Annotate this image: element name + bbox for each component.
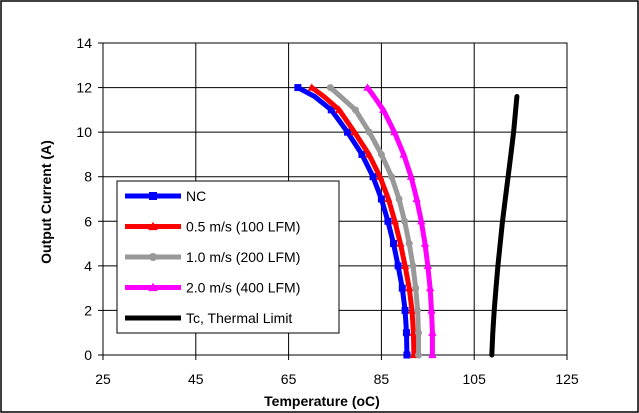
y-tick-label: 14 [76, 35, 92, 51]
data-point [405, 240, 413, 248]
y-tick-label: 2 [84, 302, 92, 318]
data-point [327, 106, 335, 114]
data-point [428, 350, 437, 359]
series-3 [363, 83, 437, 359]
data-point [396, 239, 405, 247]
data-point [406, 172, 416, 180]
data-point [415, 329, 423, 337]
plot-area [102, 42, 568, 356]
x-tick-label: 85 [374, 371, 390, 387]
legend-label: 0.5 m/s (100 LFM) [186, 219, 300, 235]
data-point [412, 194, 421, 203]
x-tick-label: 45 [188, 371, 204, 387]
data-point [334, 105, 344, 114]
legend: NC 0.5 m/s (100 LFM) 1.0 m/s (200 LFM) 2.0 … [116, 180, 340, 334]
data-point [384, 217, 392, 225]
y-tick-label: 4 [84, 258, 92, 274]
data-point [427, 306, 436, 314]
series-line [295, 85, 410, 358]
data-point [405, 283, 414, 292]
series-1 [307, 83, 419, 359]
data-point [398, 284, 406, 292]
data-point [415, 351, 423, 359]
data-point [363, 83, 372, 91]
legend-item: Tc, Thermal Limit [125, 310, 292, 326]
data-point [401, 217, 409, 225]
data-point [399, 150, 408, 158]
series-2 [326, 84, 423, 359]
x-tick-label: 105 [463, 371, 487, 387]
data-point [379, 105, 388, 114]
data-point [350, 127, 359, 136]
y-axis-ticks: 0 2 4 6 8 10 12 14 [76, 35, 103, 363]
data-point [395, 195, 403, 203]
data-point [388, 173, 396, 181]
series-4 [489, 94, 520, 358]
x-axis-title: Temperature (oC) [264, 393, 380, 409]
data-point [403, 351, 411, 359]
legend-label: Tc, Thermal Limit [186, 310, 292, 326]
data-point [409, 262, 417, 270]
series-line [309, 85, 417, 358]
data-point [389, 240, 397, 248]
data-point [326, 84, 334, 92]
data-point [384, 194, 393, 203]
data-point [417, 217, 426, 225]
data-point [428, 328, 437, 336]
data-point [148, 282, 158, 292]
legend-item: 1.0 m/s (200 LFM) [125, 249, 300, 265]
x-axis-ticks: 25 45 65 85 105 125 [95, 355, 579, 387]
data-point [414, 306, 422, 314]
data-point [400, 261, 410, 270]
data-point [344, 128, 352, 136]
data-point [307, 83, 316, 91]
x-tick-label: 125 [555, 371, 579, 387]
data-point [351, 106, 359, 114]
data-point [149, 192, 157, 200]
data-point [402, 329, 410, 337]
data-point [375, 172, 385, 180]
series-layer [294, 83, 520, 359]
data-point [365, 128, 373, 136]
data-point [148, 221, 158, 231]
y-axis-title: Output Current (A) [38, 140, 54, 264]
legend-label: 2.0 m/s (400 LFM) [186, 280, 300, 296]
series-line [327, 85, 421, 358]
series-0 [294, 84, 411, 359]
legend-label: 1.0 m/s (200 LFM) [186, 249, 300, 265]
legend-item: 0.5 m/s (100 LFM) [125, 219, 300, 235]
x-tick-label: 65 [281, 371, 297, 387]
y-tick-label: 0 [84, 347, 92, 363]
legend-item: NC [125, 188, 206, 204]
data-point [364, 150, 374, 158]
data-point [401, 306, 409, 314]
data-point [390, 217, 400, 225]
data-point [149, 253, 157, 261]
data-point [412, 284, 420, 292]
data-point [423, 261, 432, 270]
data-point [294, 84, 302, 92]
data-point [420, 239, 430, 247]
data-point [390, 127, 399, 136]
data-point [394, 262, 402, 270]
data-point [425, 283, 435, 292]
data-point [377, 195, 385, 203]
y-tick-label: 6 [84, 213, 92, 229]
data-point [358, 150, 366, 158]
data-point [369, 173, 377, 181]
y-tick-label: 10 [76, 124, 92, 140]
legend-item: 2.0 m/s (400 LFM) [125, 280, 300, 296]
data-point [377, 150, 385, 158]
legend-label: NC [186, 188, 206, 204]
y-tick-label: 8 [84, 169, 92, 185]
y-tick-label: 12 [76, 80, 92, 96]
data-point [407, 306, 417, 314]
x-tick-label: 25 [95, 371, 111, 387]
series-line [489, 94, 520, 358]
